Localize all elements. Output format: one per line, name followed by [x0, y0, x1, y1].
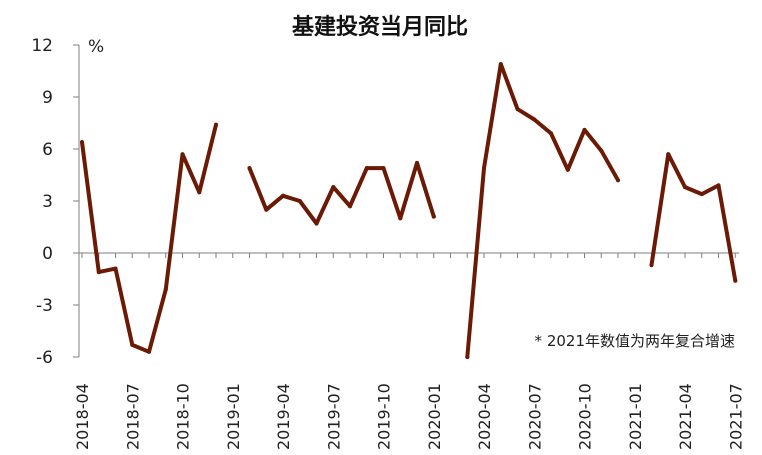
x-tick-label: 2020-07	[525, 383, 544, 450]
x-tick-label: 2020-01	[425, 383, 444, 450]
chart-title: 基建投资当月同比	[292, 15, 468, 40]
data-point	[147, 349, 151, 354]
y-tick-label: 3	[42, 192, 53, 212]
x-tick-label: 2021-04	[676, 383, 695, 450]
y-tick-label: -6	[36, 348, 53, 368]
data-point	[699, 192, 704, 197]
data-point	[348, 204, 352, 209]
data-point	[733, 278, 738, 283]
y-unit-label: %	[88, 37, 104, 57]
y-tick-label: 0	[42, 244, 53, 264]
data-point	[80, 140, 84, 145]
data-point	[314, 221, 319, 226]
data-point	[666, 152, 671, 157]
data-point	[197, 190, 202, 195]
chart-note: * 2021年数值为两年复合增速	[535, 332, 735, 350]
data-point	[214, 122, 218, 127]
data-point	[113, 266, 118, 271]
data-point	[364, 166, 369, 171]
data-point	[565, 167, 570, 172]
data-point	[683, 185, 687, 190]
data-point	[616, 178, 620, 183]
data-point	[582, 127, 587, 132]
data-point	[716, 183, 721, 188]
data-point	[96, 270, 101, 275]
data-point	[415, 160, 419, 165]
data-point	[180, 152, 185, 157]
data-point	[532, 117, 537, 122]
data-point	[498, 62, 503, 67]
data-point	[549, 131, 553, 136]
x-tick-label: 2018-07	[123, 383, 142, 450]
data-point	[247, 166, 252, 171]
x-tick-label: 2020-10	[576, 383, 595, 450]
y-tick-label: 6	[42, 140, 53, 160]
data-point	[515, 107, 520, 112]
data-point	[331, 185, 336, 190]
data-point	[381, 166, 386, 171]
x-tick-label: 2018-10	[174, 383, 193, 450]
data-point	[599, 148, 604, 153]
data-point	[482, 166, 486, 171]
data-point	[649, 263, 654, 268]
data-points	[80, 62, 738, 359]
y-axis: 12 9 6 3 0 -3 -6	[31, 36, 80, 368]
data-point	[465, 355, 470, 359]
x-tick-label: 2020-04	[475, 383, 494, 450]
data-point	[431, 214, 436, 219]
x-tick-label: 2021-01	[626, 383, 645, 450]
y-tick-label: 9	[42, 88, 53, 108]
data-point	[297, 199, 302, 203]
x-tick-label: 2019-01	[224, 383, 243, 450]
data-point	[130, 342, 135, 347]
data-point	[398, 216, 403, 221]
x-axis: 2018-04 2018-07 2018-10 2019-01 2019-04 2019-…	[73, 252, 745, 450]
x-tick-label: 2019-04	[274, 383, 293, 450]
data-point	[281, 193, 285, 198]
data-point	[163, 287, 168, 292]
x-tick-label: 2018-04	[73, 383, 92, 450]
x-tick-label: 2019-10	[375, 383, 394, 450]
x-tick-label: 2019-07	[324, 383, 343, 450]
series-line	[80, 62, 738, 359]
data-point	[264, 207, 269, 212]
y-tick-label: -3	[36, 296, 53, 316]
x-tick-label: 2021-07	[726, 383, 745, 450]
y-tick-label: 12	[31, 36, 53, 56]
